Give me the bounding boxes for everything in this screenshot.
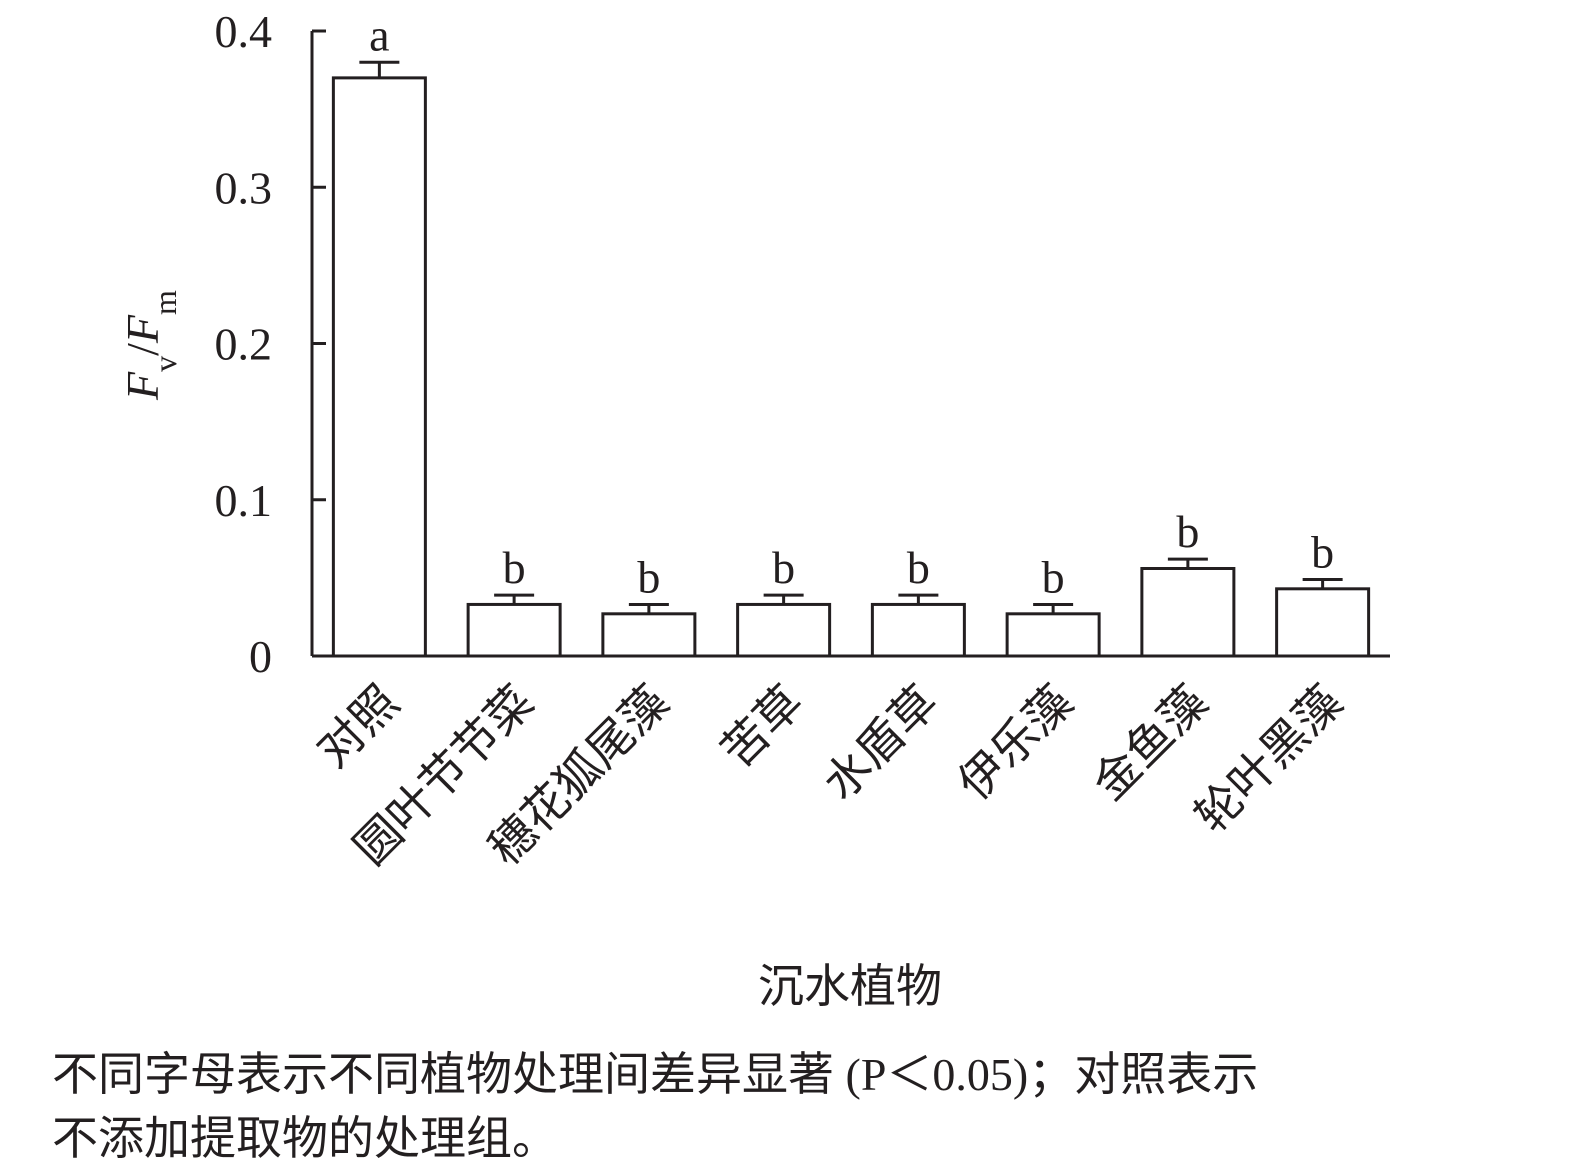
bar: [1005, 612, 1101, 658]
significance-letter: b: [637, 551, 660, 602]
bar: [466, 602, 562, 658]
y-axis-label-part: v: [147, 356, 183, 372]
y-axis-label-part: F: [117, 371, 168, 401]
caption-line: 不同字母表示不同植物处理间差异显著 (P＜0.05)；对照表示: [52, 1049, 1258, 1100]
x-tick-label: 金鱼藻: [1083, 676, 1217, 810]
y-tick-label: 0.3: [215, 162, 273, 213]
bar: [601, 612, 697, 658]
y-tick-label: 0.1: [215, 475, 273, 526]
x-tick-label: 苦草: [712, 676, 813, 777]
x-tick-label: 对照: [307, 676, 408, 777]
y-axis-label-part: m: [147, 290, 183, 315]
x-tick-label: 水盾草: [814, 676, 948, 810]
bar: [1275, 587, 1371, 658]
x-tick-label: 伊乐藻: [949, 676, 1083, 810]
y-axis-label-part: F: [117, 314, 168, 344]
x-tick-label: 轮叶黑藻: [1186, 676, 1352, 842]
bar: [736, 602, 832, 658]
caption-line: 不添加提取物的处理组。: [52, 1113, 558, 1164]
x-axis-label: 沉水植物: [758, 961, 942, 1012]
y-tick-label: 0: [249, 631, 272, 682]
bar: [1140, 567, 1236, 658]
significance-letter: a: [369, 9, 389, 60]
y-tick-label: 0.4: [215, 6, 273, 57]
significance-letter: b: [503, 542, 526, 593]
significance-letter: b: [1176, 506, 1199, 557]
y-tick-label: 0.2: [215, 319, 273, 370]
bar: [870, 602, 966, 658]
y-axis-label: Fv/Fm: [117, 290, 183, 401]
significance-letter: b: [1311, 526, 1334, 577]
significance-letter: b: [772, 542, 795, 593]
bar: [331, 76, 427, 658]
significance-letter: b: [907, 542, 930, 593]
significance-letter: b: [1042, 551, 1065, 602]
y-axis-label-part: /: [117, 343, 168, 356]
